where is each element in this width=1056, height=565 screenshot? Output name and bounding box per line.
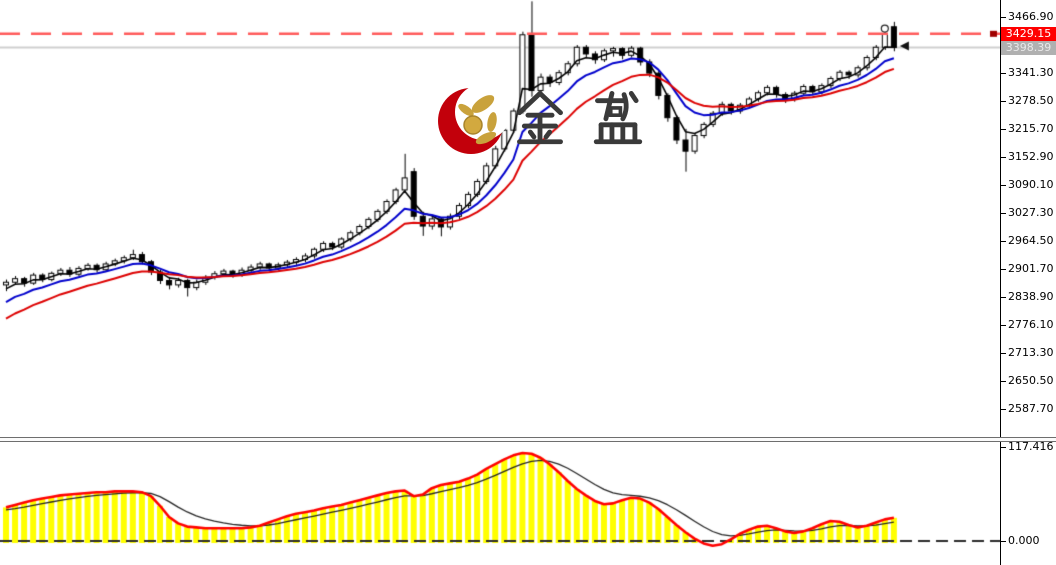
axis-tick-mark	[1000, 381, 1006, 382]
axis-tick-label: 2776.10	[1008, 318, 1054, 331]
panel-splitter[interactable]	[0, 437, 1056, 442]
brand-logo-icon: 金 盛	[438, 84, 508, 154]
axis-tick-mark	[1000, 269, 1006, 270]
axis-tick-mark	[1000, 353, 1006, 354]
watermark-text	[514, 91, 644, 149]
axis-tick-mark	[1000, 241, 1006, 242]
axis-tick-mark	[1000, 101, 1006, 102]
axis-tick-label: 3152.90	[1008, 150, 1054, 163]
axis-tick-mark	[1000, 157, 1006, 158]
axis-tick-label: 2587.70	[1008, 402, 1054, 415]
axis-tick-label: 3341.30	[1008, 66, 1054, 79]
axis-tick-mark	[1000, 213, 1006, 214]
alert-price-label: 3429.15	[1001, 27, 1056, 41]
candlestick-chart-canvas[interactable]	[0, 0, 1000, 437]
axis-tick-label: 0.000	[1008, 534, 1040, 547]
price-axis-line	[1000, 0, 1001, 437]
axis-tick-mark	[1000, 325, 1006, 326]
watermark-char-jin	[517, 91, 563, 145]
axis-tick-label: 117.416	[1008, 440, 1054, 453]
axis-tick-label: 3027.30	[1008, 206, 1054, 219]
axis-tick-label: 2838.90	[1008, 290, 1054, 303]
indicator-chart-canvas[interactable]	[0, 442, 1000, 565]
axis-tick-label: 2650.50	[1008, 374, 1054, 387]
axis-tick-mark	[1000, 17, 1006, 18]
axis-tick-label: 3466.90	[1008, 10, 1054, 23]
indicator-axis-line	[1000, 442, 1001, 565]
axis-tick-mark	[1000, 297, 1006, 298]
axis-tick-label: 2964.50	[1008, 234, 1054, 247]
axis-tick-mark	[1000, 541, 1006, 542]
axis-tick-label: 3278.50	[1008, 94, 1054, 107]
last-price-label: 3398.39	[1001, 41, 1056, 55]
axis-tick-label: 2713.30	[1008, 346, 1054, 359]
axis-tick-label: 3090.10	[1008, 178, 1054, 191]
axis-tick-mark	[1000, 185, 1006, 186]
axis-tick-mark	[1000, 73, 1006, 74]
axis-tick-mark	[1000, 409, 1006, 410]
watermark-char-sheng	[593, 91, 643, 145]
axis-tick-mark	[1000, 447, 1006, 448]
axis-tick-label: 3215.70	[1008, 122, 1054, 135]
axis-tick-label: 2901.70	[1008, 262, 1054, 275]
brand-watermark: 金 盛	[436, 84, 696, 156]
axis-tick-mark	[1000, 129, 1006, 130]
